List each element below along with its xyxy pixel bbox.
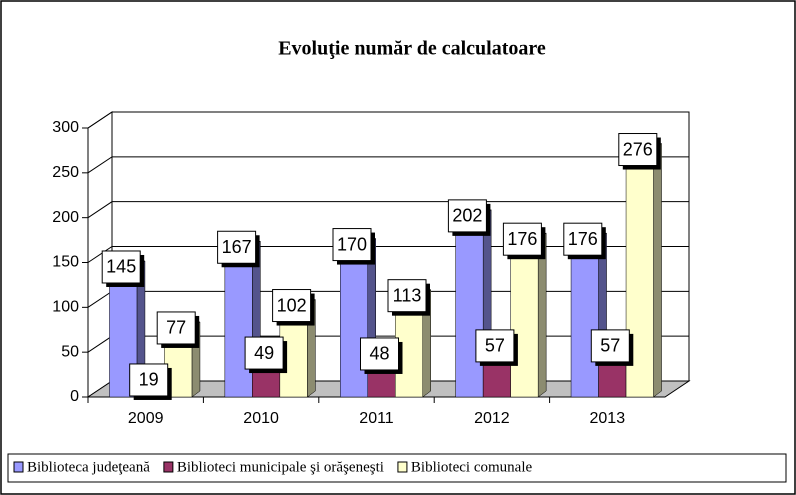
data-label: 170 [332,228,375,265]
data-label-text: 145 [106,257,136,277]
bar-side [653,143,662,398]
data-label: 113 [387,279,430,316]
data-label-box [563,222,603,256]
data-label-text: 176 [568,229,598,249]
legend-swatch [397,461,408,473]
data-label: 202 [447,199,491,236]
data-label: 176 [502,222,546,260]
y-tick-label: 200 [52,209,79,226]
data-label-text: 170 [337,234,367,254]
data-label: 176 [563,222,606,260]
data-label-box [101,250,141,284]
grid-line [87,201,689,219]
data-label-box [447,199,487,233]
data-label-box [244,336,284,370]
legend-label: Biblioteci municipale şi orăşeneşti [177,459,384,475]
grid-line [87,156,689,174]
data-label-box [332,228,372,262]
data-label-text: 48 [369,344,389,364]
data-label-text: 167 [222,237,252,257]
bar [510,238,539,398]
x-tick-label: 2009 [128,410,164,427]
data-label: 57 [590,329,634,366]
bar [340,244,368,398]
data-label: 145 [101,250,145,287]
data-label-text: 102 [277,295,307,315]
data-label-box [590,329,630,363]
data-label-box [217,230,257,264]
data-label: 57 [475,329,518,366]
grid-line [87,246,689,263]
data-label-text: 57 [485,336,505,356]
legend-swatch [163,461,174,473]
data-label: 167 [217,230,260,268]
legend-box [7,453,787,483]
data-label-box [156,311,196,345]
data-label-box [618,133,658,167]
data-label: 49 [244,336,288,374]
grid-line [87,111,689,129]
data-label-box [360,337,399,371]
y-tick-label: 250 [52,164,79,181]
y-tick-label: 300 [52,119,79,136]
data-label-box [475,329,515,363]
data-label-text: 202 [452,206,482,226]
data-label-box [272,289,312,323]
data-label: 77 [156,311,200,348]
data-label-text: 276 [623,139,653,159]
data-label-box [387,279,427,313]
legend-label: Biblioteci comunale [411,459,533,475]
data-label-text: 57 [600,336,620,356]
bar [570,238,599,398]
data-label-text: 77 [166,318,186,338]
bar [224,247,253,398]
data-label: 19 [129,363,172,400]
data-label: 102 [272,289,315,326]
data-label: 48 [360,337,403,374]
x-tick-label: 2013 [590,410,626,427]
chart-title: Evoluţie număr de calculatoare [278,38,546,60]
y-tick-label: 100 [52,299,79,316]
legend-swatch [13,461,24,473]
data-label-text: 176 [507,229,537,249]
bar [455,215,484,398]
x-tick-label: 2010 [243,410,279,427]
legend-label: Biblioteca judeţeană [27,459,150,475]
data-label-text: 19 [139,370,159,390]
data-label-text: 113 [393,285,422,305]
data-label-box [502,222,542,256]
data-label-text: 49 [254,343,274,363]
data-label: 276 [618,133,661,170]
x-tick-label: 2011 [359,410,394,427]
data-label-box [129,363,169,397]
y-tick-label: 150 [52,254,79,271]
x-tick-label: 2012 [474,410,510,427]
y-tick-label: 0 [70,388,79,405]
y-tick-label: 50 [61,343,79,360]
